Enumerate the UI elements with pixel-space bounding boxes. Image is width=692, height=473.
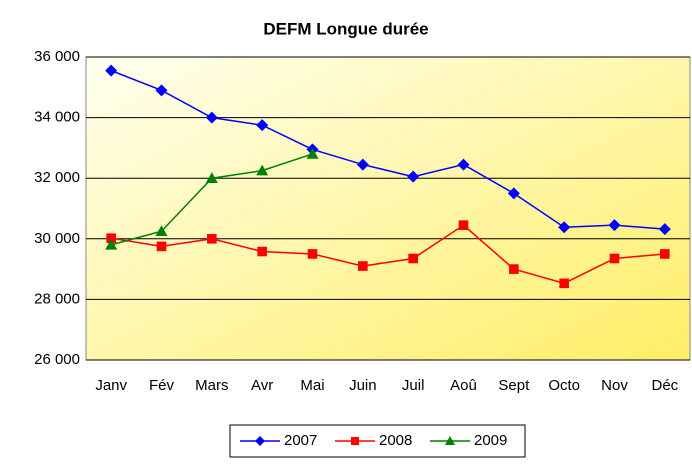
marker bbox=[660, 249, 670, 259]
y-tick-label: 32 000 bbox=[34, 169, 80, 186]
marker bbox=[155, 225, 168, 237]
marker bbox=[458, 220, 469, 230]
y-tick-label: 30 000 bbox=[34, 230, 80, 247]
marker bbox=[257, 246, 267, 257]
marker bbox=[256, 164, 269, 176]
marker bbox=[445, 436, 455, 445]
y-tick-label: 34 000 bbox=[34, 109, 80, 126]
marker bbox=[457, 158, 470, 171]
x-tick-label: Juil bbox=[402, 377, 425, 394]
y-tick-label: 28 000 bbox=[34, 290, 80, 307]
marker bbox=[558, 221, 571, 234]
x-tick-label: Sept bbox=[498, 377, 530, 394]
marker bbox=[609, 253, 620, 264]
x-tick-label: Octo bbox=[548, 377, 580, 394]
marker bbox=[351, 437, 359, 445]
marker bbox=[205, 172, 218, 183]
x-tick-label: Janv bbox=[95, 377, 127, 394]
x-tick-label: Fév bbox=[149, 377, 175, 394]
legend-label: 2009 bbox=[474, 432, 507, 449]
x-tick-label: Déc bbox=[651, 377, 678, 394]
marker bbox=[256, 119, 269, 132]
marker bbox=[306, 147, 319, 159]
marker bbox=[358, 261, 368, 271]
marker bbox=[307, 249, 318, 259]
marker bbox=[509, 264, 519, 274]
marker bbox=[608, 219, 621, 232]
marker bbox=[658, 223, 671, 236]
series-line bbox=[111, 224, 665, 285]
marker bbox=[559, 278, 569, 289]
x-tick-label: Juin bbox=[349, 377, 377, 394]
marker bbox=[356, 158, 369, 171]
y-tick-label: 36 000 bbox=[34, 48, 80, 65]
marker bbox=[105, 64, 118, 77]
marker bbox=[408, 253, 418, 264]
marker bbox=[155, 84, 168, 97]
y-tick-label: 26 000 bbox=[34, 351, 80, 368]
marker bbox=[105, 238, 118, 250]
marker bbox=[255, 436, 265, 446]
legend-label: 2007 bbox=[284, 432, 317, 449]
x-tick-label: Avr bbox=[251, 377, 273, 394]
marker bbox=[407, 170, 420, 183]
marker bbox=[156, 241, 167, 252]
marker bbox=[507, 187, 520, 200]
x-tick-label: Mars bbox=[195, 377, 228, 394]
marker bbox=[106, 233, 116, 243]
series-line bbox=[110, 69, 665, 230]
x-tick-label: Nov bbox=[601, 377, 628, 394]
legend-label: 2008 bbox=[379, 432, 412, 449]
marker bbox=[207, 234, 217, 244]
marker bbox=[205, 111, 218, 124]
x-tick-label: Aoû bbox=[450, 377, 477, 394]
chart-title: DEFM Longue durée bbox=[263, 19, 428, 38]
x-tick-label: Mai bbox=[300, 377, 324, 394]
plot-area bbox=[85, 56, 691, 361]
